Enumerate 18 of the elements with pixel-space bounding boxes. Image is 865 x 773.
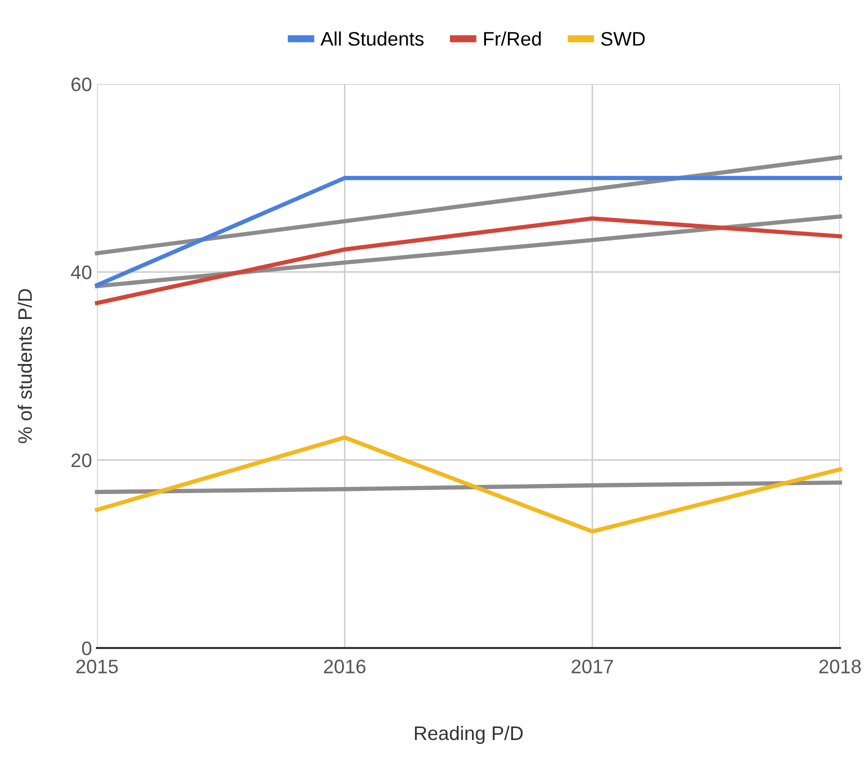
y-tick-label: 0 [82,641,92,656]
x-tick-label: 2015 [76,660,118,674]
legend-label: Fr/Red [484,31,541,46]
x-tick-label: 2018 [819,660,861,674]
y-axis-title: % of students P/D [18,289,32,444]
x-tick-label: 2016 [324,660,366,674]
legend-label: SWD [601,32,645,46]
x-tick-label: 2017 [572,660,613,674]
line-series [94,435,842,534]
line-series [94,155,842,256]
legend-label: All Students [320,31,424,46]
line-series [94,214,842,288]
y-tick-label: 40 [70,265,92,280]
y-tick-label: 20 [71,453,92,468]
y-tick-label: 60 [72,77,92,92]
line-series [94,216,842,306]
x-axis-title: Reading P/D [414,726,523,744]
line-series [94,480,842,494]
